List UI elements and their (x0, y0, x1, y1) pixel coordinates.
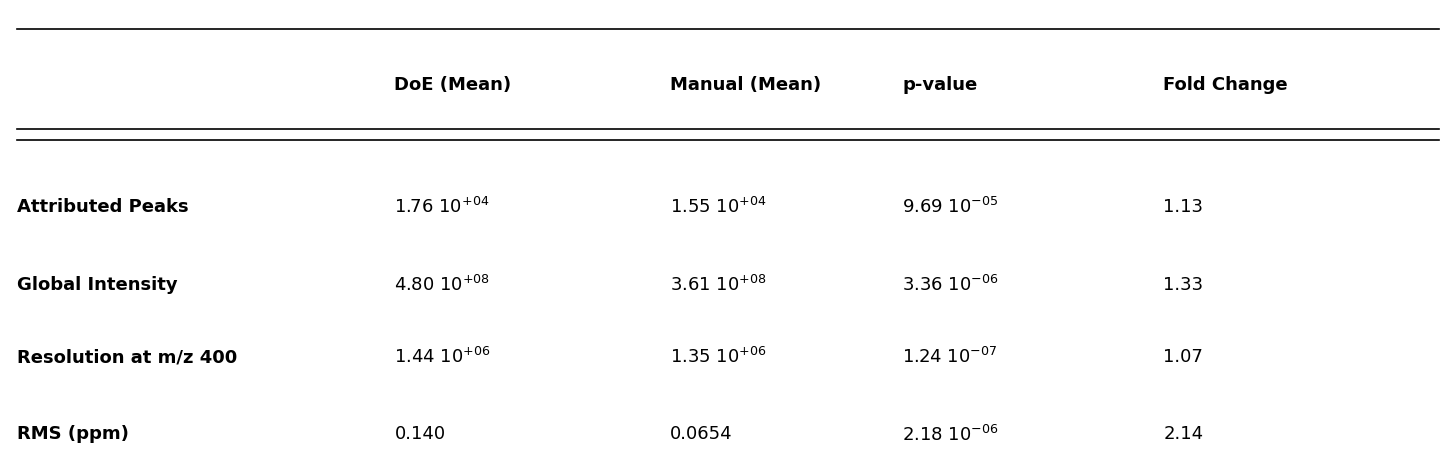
Text: 9.69 10$^{-05}$: 9.69 10$^{-05}$ (903, 197, 999, 217)
Text: 1.07: 1.07 (1163, 347, 1203, 365)
Text: 3.61 10$^{+08}$: 3.61 10$^{+08}$ (670, 274, 767, 294)
Text: 1.35 10$^{+06}$: 1.35 10$^{+06}$ (670, 347, 767, 366)
Text: p-value: p-value (903, 75, 977, 93)
Text: Manual (Mean): Manual (Mean) (670, 75, 821, 93)
Text: 0.0654: 0.0654 (670, 425, 732, 442)
Text: 2.18 10$^{-06}$: 2.18 10$^{-06}$ (903, 424, 999, 443)
Text: Global Intensity: Global Intensity (17, 275, 178, 293)
Text: 1.55 10$^{+04}$: 1.55 10$^{+04}$ (670, 197, 767, 217)
Text: 4.80 10$^{+08}$: 4.80 10$^{+08}$ (395, 274, 491, 294)
Text: RMS (ppm): RMS (ppm) (17, 425, 130, 442)
Text: 1.76 10$^{+04}$: 1.76 10$^{+04}$ (395, 197, 489, 217)
Text: 2.14: 2.14 (1163, 425, 1203, 442)
Text: Attributed Peaks: Attributed Peaks (17, 198, 189, 216)
Text: 3.36 10$^{-06}$: 3.36 10$^{-06}$ (903, 274, 999, 294)
Text: Fold Change: Fold Change (1163, 75, 1287, 93)
Text: DoE (Mean): DoE (Mean) (395, 75, 511, 93)
Text: Resolution at m/z 400: Resolution at m/z 400 (17, 347, 237, 365)
Text: 1.13: 1.13 (1163, 198, 1203, 216)
Text: 1.24 10$^{-07}$: 1.24 10$^{-07}$ (903, 347, 997, 366)
Text: 0.140: 0.140 (395, 425, 446, 442)
Text: 1.44 10$^{+06}$: 1.44 10$^{+06}$ (395, 347, 491, 366)
Text: 1.33: 1.33 (1163, 275, 1203, 293)
